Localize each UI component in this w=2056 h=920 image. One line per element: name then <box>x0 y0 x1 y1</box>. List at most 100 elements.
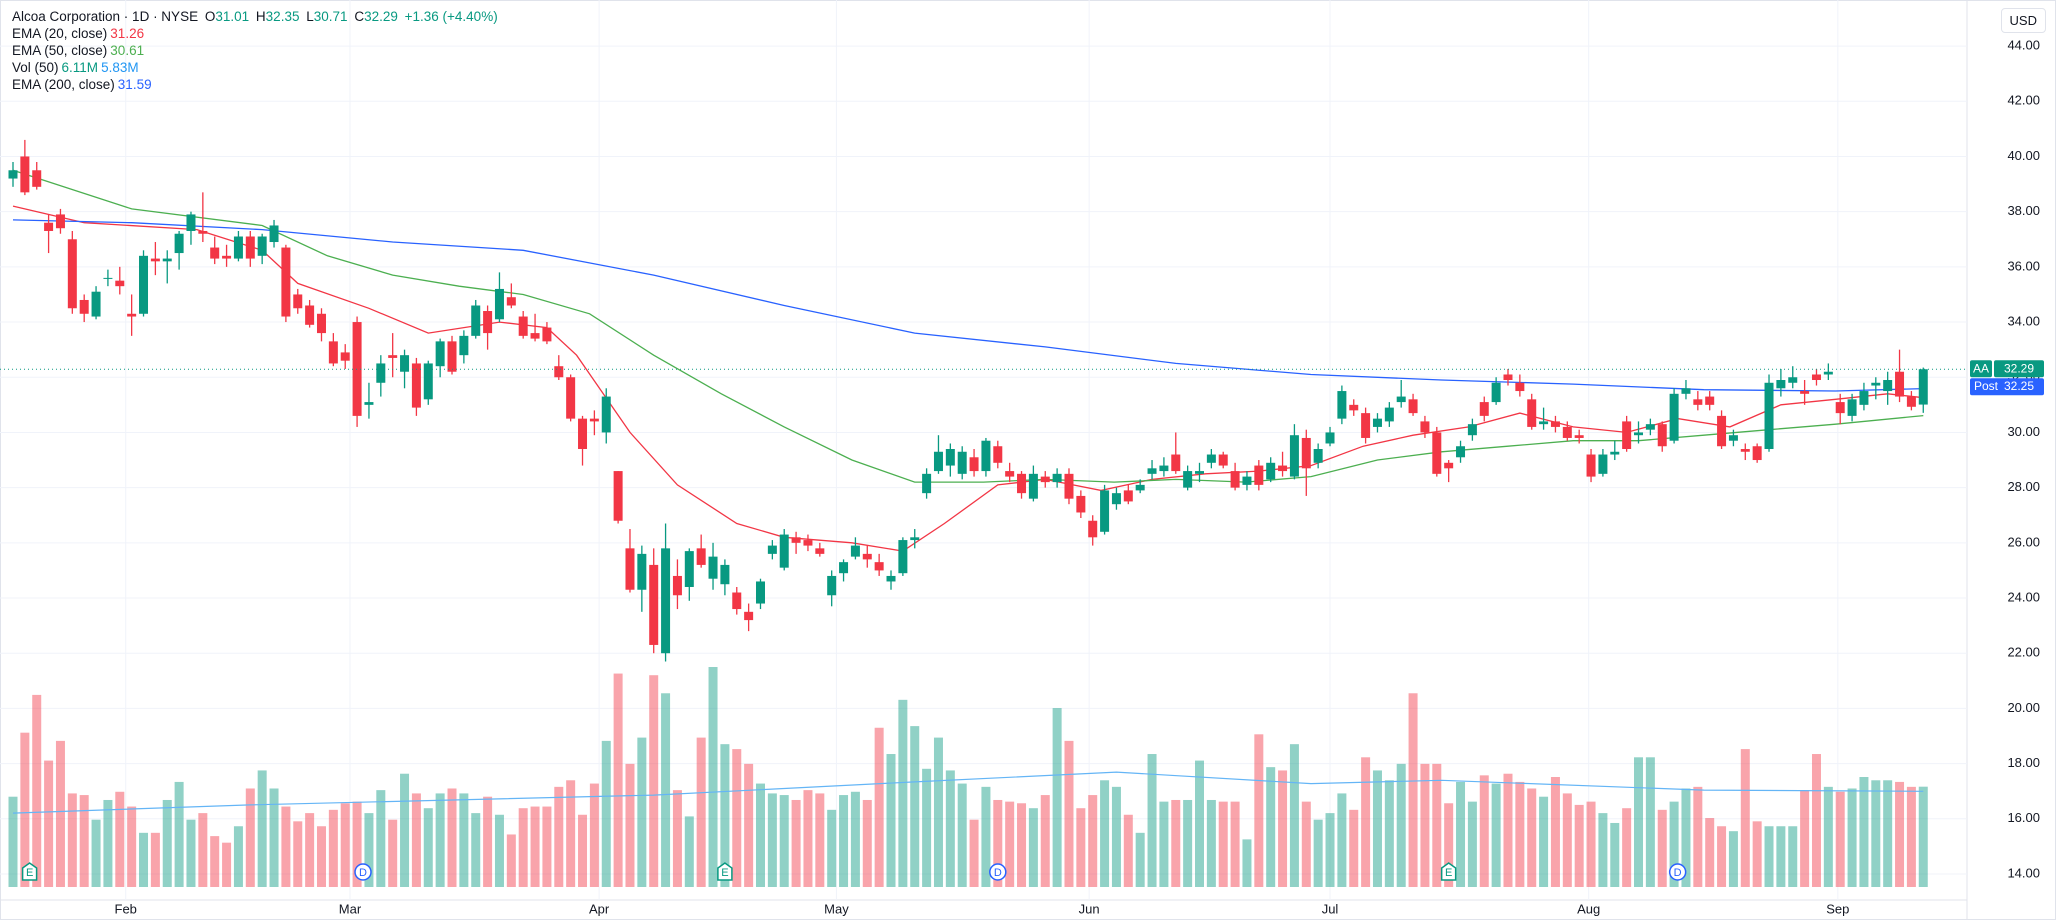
volume-bar <box>1491 783 1501 887</box>
volume-bar <box>1206 799 1216 887</box>
y-tick-label: 24.00 <box>2007 589 2040 604</box>
volume-bar <box>1444 803 1454 887</box>
volume-bar <box>554 786 564 887</box>
candle-body <box>1206 454 1216 463</box>
candle-body <box>767 545 777 554</box>
volume-bar <box>1017 803 1027 887</box>
candle-body <box>1017 473 1027 494</box>
candle-body <box>162 258 172 262</box>
candle-body <box>210 247 220 259</box>
volume-bar <box>1040 795 1050 887</box>
volume-bar <box>506 834 516 887</box>
volume-bar <box>281 806 291 887</box>
candle-body <box>1052 473 1062 483</box>
volume-bar <box>364 813 374 887</box>
candle-body <box>1111 493 1121 505</box>
volume-bar <box>186 819 196 887</box>
volume-bar <box>1159 801 1169 887</box>
volume-bar <box>1847 788 1857 887</box>
candle-body <box>281 247 291 317</box>
volume-bar <box>1479 775 1489 887</box>
volume-bar <box>1408 693 1418 887</box>
h-value: 32.35 <box>265 9 300 24</box>
volume-bar <box>340 803 350 887</box>
volume-bar <box>637 737 647 887</box>
candle-body <box>376 363 386 383</box>
candle-body <box>1610 451 1620 455</box>
volume-bar <box>945 770 955 887</box>
candle-body <box>518 316 528 336</box>
candle-body <box>1230 471 1240 488</box>
candle-body <box>494 288 504 320</box>
volume-bar <box>791 799 801 887</box>
change: +1.36 (+4.40%) <box>404 9 498 24</box>
volume-bar <box>1230 801 1240 887</box>
candle-body <box>1076 495 1086 513</box>
volume-bar <box>494 814 504 887</box>
volume-bar <box>1313 819 1323 887</box>
volume-bar <box>1076 808 1086 887</box>
volume-bar <box>1634 757 1644 887</box>
candle-body <box>1717 415 1727 447</box>
volume-bar <box>1028 808 1038 887</box>
candle-body <box>1634 432 1644 436</box>
candle-body <box>1705 396 1715 405</box>
o-label: O <box>204 9 216 24</box>
volume-bar <box>305 813 315 887</box>
volume-bar <box>1669 801 1679 887</box>
volume-bar <box>767 793 777 887</box>
volume-bar <box>1681 788 1691 887</box>
volume-bar <box>103 799 113 887</box>
volume-bar <box>55 740 65 887</box>
candle-body <box>222 255 232 259</box>
candle-body <box>245 236 255 259</box>
volume-bar <box>661 693 671 887</box>
volume-bar <box>483 796 493 887</box>
y-tick-label: 16.00 <box>2007 810 2040 825</box>
y-tick-label: 20.00 <box>2007 700 2040 715</box>
volume-bar <box>779 795 789 887</box>
volume-bar <box>1195 760 1204 887</box>
series-name: EMA (50, close) <box>12 43 108 58</box>
volume-bar <box>993 799 1003 887</box>
candle-body <box>1515 382 1525 392</box>
candle-body <box>720 564 730 585</box>
candle-body <box>1752 446 1762 461</box>
candle-body <box>1384 407 1394 422</box>
candle-body <box>483 311 493 334</box>
volume-bar <box>1788 826 1798 887</box>
symbol-label: AA <box>1973 361 1989 375</box>
event-label: E <box>721 867 728 879</box>
volume-bar <box>245 788 255 887</box>
candle-body <box>174 233 184 254</box>
volume-bar <box>1147 754 1157 887</box>
candle-body <box>1811 374 1821 381</box>
volume-bar <box>518 808 528 887</box>
candle-body <box>1313 449 1323 463</box>
candle-body <box>8 170 18 179</box>
ema-line <box>12 219 1924 392</box>
candle-body <box>364 402 374 405</box>
candle-body <box>400 355 410 372</box>
series-name: EMA (20, close) <box>12 26 108 41</box>
candle-body <box>1278 465 1288 472</box>
candle-body <box>744 611 754 621</box>
candle-body <box>1147 468 1157 474</box>
currency-button[interactable]: USD <box>2000 8 2046 33</box>
candle-body <box>1100 490 1110 532</box>
candle-body <box>601 396 611 433</box>
volume-bar <box>1918 786 1928 887</box>
candle-body <box>20 156 30 193</box>
volume-bar <box>1539 796 1549 887</box>
candle-body <box>922 473 932 494</box>
volume-bar <box>1740 749 1750 887</box>
candle-body <box>815 548 825 554</box>
candle-body <box>708 556 718 579</box>
volume-bar <box>32 694 42 887</box>
candle-body <box>696 548 706 565</box>
volume-bar <box>601 740 611 887</box>
volume-bar <box>8 796 18 887</box>
volume-bar <box>44 760 54 887</box>
volume-bar <box>1242 839 1252 887</box>
candle-body <box>779 534 789 568</box>
